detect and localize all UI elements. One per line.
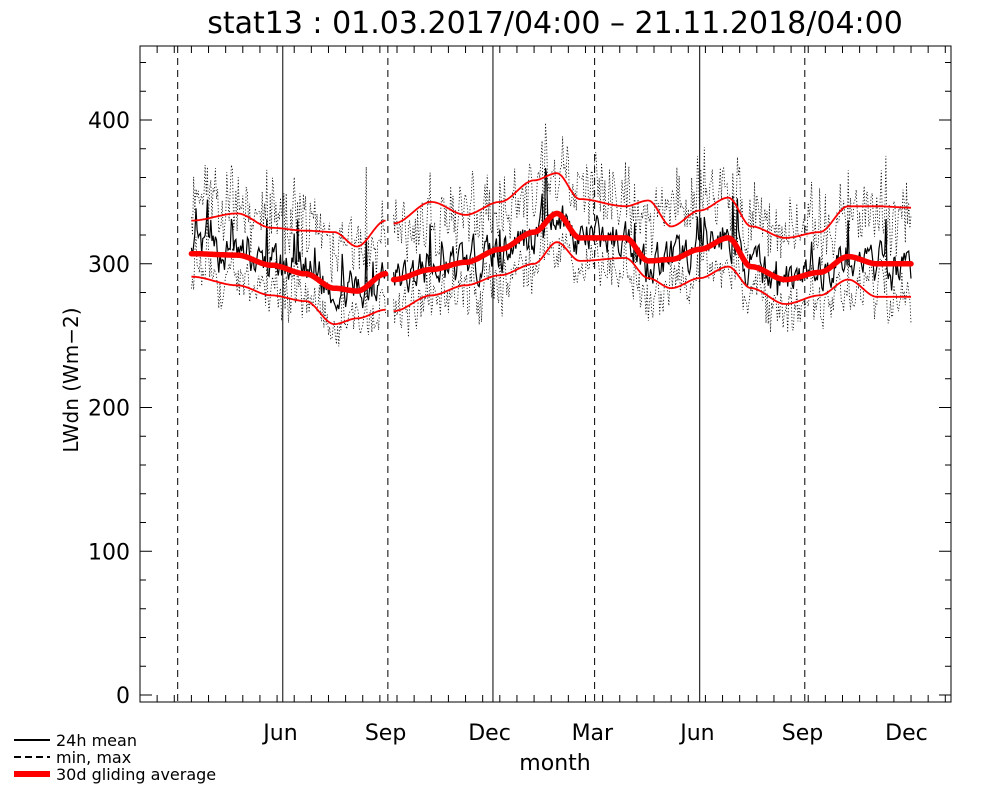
x-tick-label-3: Mar [572, 721, 614, 746]
x-axis-label: month [519, 751, 590, 776]
x-tick-label-0: Jun [261, 721, 297, 746]
y-tick-label-300: 300 [88, 253, 130, 278]
x-tick-label-4: Jun [678, 721, 714, 746]
y-tick-label-200: 200 [88, 397, 130, 422]
data-layer [188, 122, 914, 347]
series-max [191, 122, 912, 283]
y-tick-label-400: 400 [88, 109, 130, 134]
series-30d-average [188, 210, 914, 294]
legend-label-mean: 24h mean [56, 731, 137, 750]
y-tick-label-0: 0 [116, 684, 130, 709]
y-tick-label-100: 100 [88, 540, 130, 565]
series-lower-envelope [191, 241, 911, 325]
x-tick-label-5: Sep [782, 721, 823, 746]
series-upper-envelope [191, 172, 911, 248]
legend: 24h mean min, max 30d gliding average [14, 731, 216, 784]
series-24h-mean [190, 167, 912, 313]
x-tick-label-1: Sep [365, 721, 406, 746]
x-axis: Jun Sep Dec Mar Jun Sep Dec [156, 46, 946, 746]
y-axis: 0 100 200 300 400 [88, 62, 951, 709]
chart-title: stat13 : 01.03.2017/04:00 – 21.11.2018/0… [207, 6, 903, 41]
x-tick-label-2: Dec [468, 721, 511, 746]
legend-label-minmax: min, max [56, 748, 131, 767]
legend-label-average: 30d gliding average [56, 765, 216, 784]
series-min [191, 197, 912, 347]
y-axis-label: LWdn (Wm−2) [59, 307, 83, 452]
x-tick-label-6: Dec [885, 721, 928, 746]
vertical-lines [177, 46, 806, 702]
plot-frame [139, 45, 952, 703]
